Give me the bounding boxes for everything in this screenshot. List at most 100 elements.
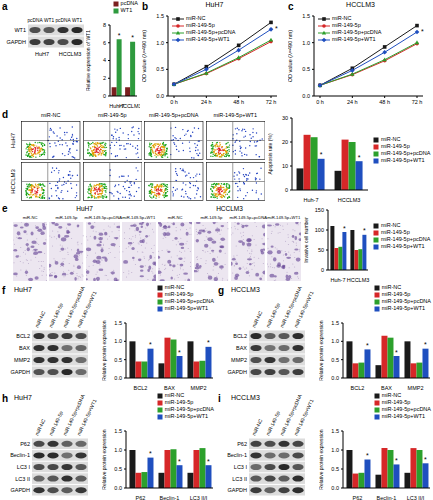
svg-text:LC3 II: LC3 II xyxy=(15,476,30,482)
svg-text:miR-NC: miR-NC xyxy=(33,309,46,328)
svg-text:*: * xyxy=(424,456,425,463)
svg-text:6: 6 xyxy=(103,40,106,46)
svg-text:miR-NC: miR-NC xyxy=(250,417,263,436)
svg-text:2: 2 xyxy=(103,75,106,81)
svg-text:8: 8 xyxy=(103,22,106,28)
svg-text:HuH7: HuH7 xyxy=(14,286,32,293)
svg-text:0.0: 0.0 xyxy=(114,485,122,491)
svg-text:LC3 I: LC3 I xyxy=(234,464,248,470)
svg-text:1.0: 1.0 xyxy=(114,447,122,453)
svg-text:Relative protein expression: Relative protein expression xyxy=(102,429,107,490)
svg-text:4: 4 xyxy=(103,57,106,63)
svg-text:*: * xyxy=(395,457,398,464)
svg-text:Beclin-1: Beclin-1 xyxy=(227,452,247,458)
svg-text:P62: P62 xyxy=(20,441,30,447)
svg-text:HCCLM3: HCCLM3 xyxy=(347,277,370,282)
svg-text:0: 0 xyxy=(285,187,288,193)
svg-text:*: * xyxy=(149,450,152,457)
svg-text:HCCLM3: HCCLM3 xyxy=(10,169,16,194)
svg-text:WT1: WT1 xyxy=(14,27,26,33)
svg-text:24 h: 24 h xyxy=(201,99,212,105)
svg-text:20: 20 xyxy=(282,139,288,145)
svg-text:*: * xyxy=(275,25,278,32)
svg-text:P62: P62 xyxy=(353,495,363,500)
svg-text:0 h: 0 h xyxy=(170,99,178,105)
svg-text:0.5: 0.5 xyxy=(331,466,339,472)
svg-text:GAPDH: GAPDH xyxy=(227,369,247,375)
svg-text:WT1: WT1 xyxy=(44,18,54,23)
svg-text:Beclin-1: Beclin-1 xyxy=(160,495,180,500)
svg-text:1.0: 1.0 xyxy=(114,338,122,344)
svg-text:pcDNA: pcDNA xyxy=(27,18,43,23)
svg-text:*: * xyxy=(363,227,366,234)
svg-text:miR-149-5p+WT1: miR-149-5p+WT1 xyxy=(75,290,97,329)
svg-text:BCL2: BCL2 xyxy=(16,333,30,339)
svg-text:0.5: 0.5 xyxy=(114,466,122,472)
svg-text:miR-149-5p+WT1: miR-149-5p+WT1 xyxy=(292,398,314,437)
svg-text:0.5: 0.5 xyxy=(302,66,310,72)
svg-text:MMP2: MMP2 xyxy=(231,357,247,363)
svg-text:HCCLM3: HCCLM3 xyxy=(119,103,140,108)
svg-text:*: * xyxy=(178,458,181,465)
svg-text:1.5: 1.5 xyxy=(302,13,310,19)
svg-text:GAPDH: GAPDH xyxy=(10,369,30,375)
svg-text:HCCLM3: HCCLM3 xyxy=(338,197,361,202)
svg-text:HuH7: HuH7 xyxy=(10,132,16,148)
svg-text:Relative protein expression: Relative protein expression xyxy=(319,320,324,381)
svg-text:miR-149-5p+WT1: miR-149-5p+WT1 xyxy=(292,290,314,329)
svg-text:Relative protein expression: Relative protein expression xyxy=(102,320,107,381)
svg-text:*: * xyxy=(424,341,425,348)
svg-text:1.0: 1.0 xyxy=(331,447,339,453)
svg-text:0.0: 0.0 xyxy=(331,485,339,491)
svg-text:*: * xyxy=(149,341,152,348)
svg-text:Apoptosis rate (%): Apoptosis rate (%) xyxy=(268,133,273,174)
svg-text:30: 30 xyxy=(282,115,288,121)
svg-text:48 h: 48 h xyxy=(233,99,244,105)
svg-text:100: 100 xyxy=(315,227,324,233)
svg-text:HuH7: HuH7 xyxy=(35,51,49,57)
svg-text:*: * xyxy=(131,34,134,41)
svg-text:72 h: 72 h xyxy=(266,99,277,105)
svg-text:50: 50 xyxy=(318,247,324,253)
svg-text:GAPDH: GAPDH xyxy=(227,487,247,493)
svg-text:BCL2: BCL2 xyxy=(134,385,148,390)
svg-text:BAX: BAX xyxy=(19,345,30,351)
svg-text:0.0: 0.0 xyxy=(114,375,122,381)
svg-text:1.5: 1.5 xyxy=(156,13,164,19)
svg-text:P62: P62 xyxy=(136,495,146,500)
svg-text:0.0: 0.0 xyxy=(331,375,339,381)
svg-text:*: * xyxy=(207,339,210,346)
svg-text:1.0: 1.0 xyxy=(331,338,339,344)
svg-text:HCCLM3: HCCLM3 xyxy=(231,286,260,293)
svg-text:MMP2: MMP2 xyxy=(14,357,30,363)
svg-text:WT1: WT1 xyxy=(72,18,82,23)
svg-text:miR-NC: miR-NC xyxy=(250,309,263,328)
svg-text:Huh-7: Huh-7 xyxy=(331,277,346,282)
svg-text:1.0: 1.0 xyxy=(156,40,164,46)
svg-text:HCCLM3: HCCLM3 xyxy=(231,394,260,401)
svg-text:*: * xyxy=(358,154,361,161)
svg-text:BCL2: BCL2 xyxy=(233,333,247,339)
svg-text:*: * xyxy=(421,28,424,35)
svg-text:LC3 II: LC3 II xyxy=(232,476,247,482)
svg-text:miR-149-5p+WT1: miR-149-5p+WT1 xyxy=(75,398,97,437)
svg-text:*: * xyxy=(366,342,369,349)
svg-text:48 h: 48 h xyxy=(379,99,390,105)
svg-text:BAX: BAX xyxy=(381,385,392,390)
svg-text:OD value (λ=490 nm): OD value (λ=490 nm) xyxy=(288,30,293,83)
svg-text:Huh-7: Huh-7 xyxy=(304,197,319,202)
svg-text:Relative expression of WT1: Relative expression of WT1 xyxy=(86,30,91,91)
svg-text:1.5: 1.5 xyxy=(331,320,339,326)
svg-text:MMP2: MMP2 xyxy=(408,385,424,390)
svg-text:0.0: 0.0 xyxy=(156,93,164,99)
svg-text:*: * xyxy=(343,225,346,232)
svg-text:1.5: 1.5 xyxy=(331,428,339,434)
svg-text:1.0: 1.0 xyxy=(302,40,310,46)
svg-text:*: * xyxy=(395,349,398,356)
svg-text:Invasive cell number: Invasive cell number xyxy=(304,217,309,263)
svg-text:0: 0 xyxy=(321,267,324,273)
svg-text:*: * xyxy=(178,349,181,356)
svg-text:MMP2: MMP2 xyxy=(191,385,207,390)
svg-text:pcDNA: pcDNA xyxy=(55,18,71,23)
svg-text:10: 10 xyxy=(282,163,288,169)
